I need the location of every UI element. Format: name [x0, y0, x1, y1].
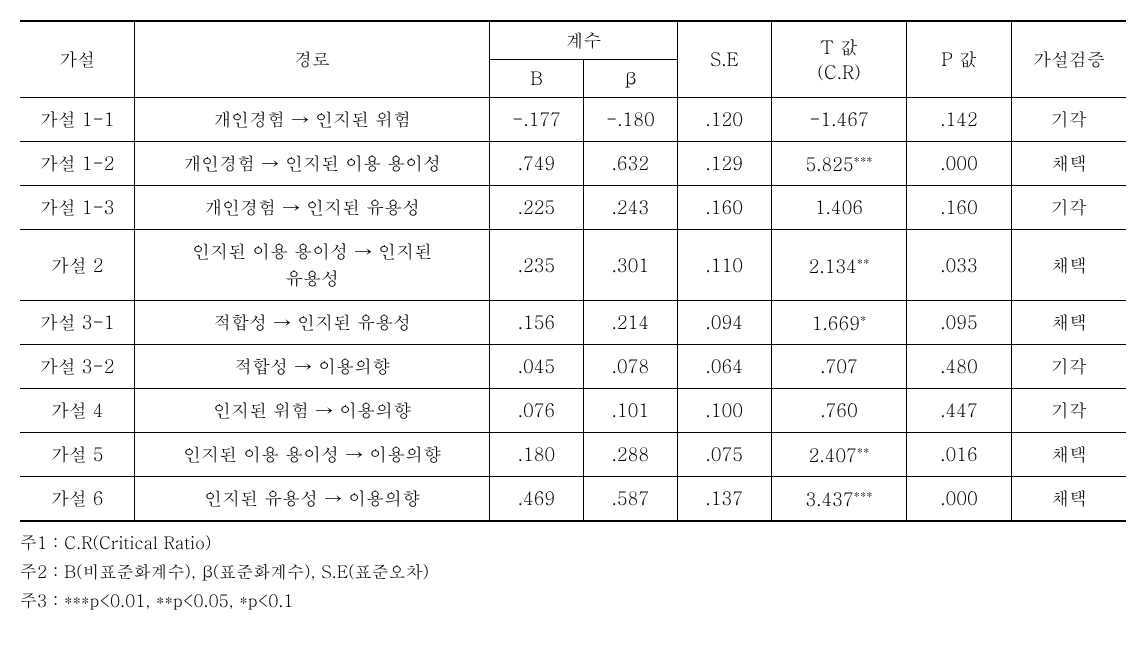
cell-result: 채택 [1011, 230, 1126, 301]
cell-result: 채택 [1011, 433, 1126, 477]
table-row: 가설 6인지된 유용성 → 이용의향.469.587.1373.437***.0… [20, 477, 1126, 522]
th-B: B [490, 60, 584, 98]
cell-se: .160 [677, 186, 771, 230]
cell-beta: .078 [583, 345, 677, 389]
cell-beta: -.180 [583, 98, 677, 142]
cell-t: 1.669* [771, 301, 907, 345]
cell-B: .235 [490, 230, 584, 301]
th-p: P 값 [907, 21, 1011, 98]
cell-path: 적합성 → 이용의향 [135, 345, 490, 389]
cell-se: .110 [677, 230, 771, 301]
cell-beta: .301 [583, 230, 677, 301]
table-row: 가설 1-2개인경험 → 인지된 이용 용이성.749.632.1295.825… [20, 142, 1126, 186]
cell-se: .094 [677, 301, 771, 345]
cell-path: 개인경험 → 인지된 유용성 [135, 186, 490, 230]
cell-p: .095 [907, 301, 1011, 345]
table-row: 가설 4인지된 위험 → 이용의향.076.101.100.760.447기각 [20, 389, 1126, 433]
cell-p: .016 [907, 433, 1011, 477]
cell-p: .142 [907, 98, 1011, 142]
cell-path: 개인경험 → 인지된 위험 [135, 98, 490, 142]
cell-result: 기각 [1011, 345, 1126, 389]
cell-result: 채택 [1011, 142, 1126, 186]
cell-t: 2.134** [771, 230, 907, 301]
cell-hypothesis: 가설 1-2 [20, 142, 135, 186]
cell-B: .180 [490, 433, 584, 477]
cell-B: .225 [490, 186, 584, 230]
th-path: 경로 [135, 21, 490, 98]
cell-B: .156 [490, 301, 584, 345]
cell-result: 채택 [1011, 301, 1126, 345]
cell-se: .120 [677, 98, 771, 142]
cell-hypothesis: 가설 2 [20, 230, 135, 301]
cell-se: .100 [677, 389, 771, 433]
footnote-3: 주3 : ***p<0.01, **p<0.05, *p<0.1 [20, 586, 1126, 615]
cell-p: .000 [907, 477, 1011, 522]
cell-hypothesis: 가설 5 [20, 433, 135, 477]
footnote-1: 주1 : C.R(Critical Ratio) [20, 528, 1126, 557]
table-row: 가설 3-2적합성 → 이용의향.045.078.064.707.480기각 [20, 345, 1126, 389]
cell-t: .707 [771, 345, 907, 389]
cell-beta: .632 [583, 142, 677, 186]
th-coef: 계수 [490, 21, 678, 60]
th-beta: β [583, 60, 677, 98]
cell-se: .137 [677, 477, 771, 522]
table-row: 가설 5인지된 이용 용이성 → 이용의향.180.288.0752.407**… [20, 433, 1126, 477]
cell-beta: .587 [583, 477, 677, 522]
cell-B: .045 [490, 345, 584, 389]
cell-path: 적합성 → 인지된 유용성 [135, 301, 490, 345]
cell-B: .469 [490, 477, 584, 522]
cell-B: -.177 [490, 98, 584, 142]
cell-beta: .214 [583, 301, 677, 345]
th-se: S.E [677, 21, 771, 98]
cell-hypothesis: 가설 1-1 [20, 98, 135, 142]
cell-result: 기각 [1011, 389, 1126, 433]
cell-beta: .243 [583, 186, 677, 230]
cell-path: 인지된 이용 용이성 → 이용의향 [135, 433, 490, 477]
cell-t: -1.467 [771, 98, 907, 142]
cell-t: .760 [771, 389, 907, 433]
cell-hypothesis: 가설 4 [20, 389, 135, 433]
cell-t: 2.407** [771, 433, 907, 477]
cell-t: 5.825*** [771, 142, 907, 186]
cell-p: .160 [907, 186, 1011, 230]
th-result: 가설검증 [1011, 21, 1126, 98]
th-hypothesis: 가설 [20, 21, 135, 98]
table-body: 가설 1-1개인경험 → 인지된 위험-.177-.180.120-1.467.… [20, 98, 1126, 522]
footnotes: 주1 : C.R(Critical Ratio) 주2 : B(비표준화계수),… [20, 528, 1126, 615]
table-row: 가설 1-3개인경험 → 인지된 유용성.225.243.1601.406.16… [20, 186, 1126, 230]
cell-se: .075 [677, 433, 771, 477]
cell-t: 3.437*** [771, 477, 907, 522]
cell-se: .129 [677, 142, 771, 186]
table-row: 가설 2인지된 이용 용이성 → 인지된유용성.235.301.1102.134… [20, 230, 1126, 301]
cell-hypothesis: 가설 3-2 [20, 345, 135, 389]
hypothesis-table: 가설 경로 계수 S.E T 값(C.R) P 값 가설검증 B β 가설 1-… [20, 20, 1126, 522]
cell-path: 인지된 유용성 → 이용의향 [135, 477, 490, 522]
cell-hypothesis: 가설 1-3 [20, 186, 135, 230]
cell-p: .480 [907, 345, 1011, 389]
cell-p: .000 [907, 142, 1011, 186]
cell-p: .447 [907, 389, 1011, 433]
cell-path: 개인경험 → 인지된 이용 용이성 [135, 142, 490, 186]
cell-result: 기각 [1011, 98, 1126, 142]
cell-result: 채택 [1011, 477, 1126, 522]
cell-se: .064 [677, 345, 771, 389]
table-row: 가설 3-1적합성 → 인지된 유용성.156.214.0941.669*.09… [20, 301, 1126, 345]
cell-B: .076 [490, 389, 584, 433]
cell-hypothesis: 가설 3-1 [20, 301, 135, 345]
cell-path: 인지된 이용 용이성 → 인지된유용성 [135, 230, 490, 301]
table-container: 가설 경로 계수 S.E T 값(C.R) P 값 가설검증 B β 가설 1-… [20, 20, 1126, 615]
cell-hypothesis: 가설 6 [20, 477, 135, 522]
cell-t: 1.406 [771, 186, 907, 230]
th-t: T 값(C.R) [771, 21, 907, 98]
cell-path: 인지된 위험 → 이용의향 [135, 389, 490, 433]
cell-p: .033 [907, 230, 1011, 301]
cell-result: 기각 [1011, 186, 1126, 230]
footnote-2: 주2 : B(비표준화계수), β(표준화계수), S.E(표준오차) [20, 557, 1126, 586]
table-row: 가설 1-1개인경험 → 인지된 위험-.177-.180.120-1.467.… [20, 98, 1126, 142]
cell-beta: .101 [583, 389, 677, 433]
cell-B: .749 [490, 142, 584, 186]
cell-beta: .288 [583, 433, 677, 477]
